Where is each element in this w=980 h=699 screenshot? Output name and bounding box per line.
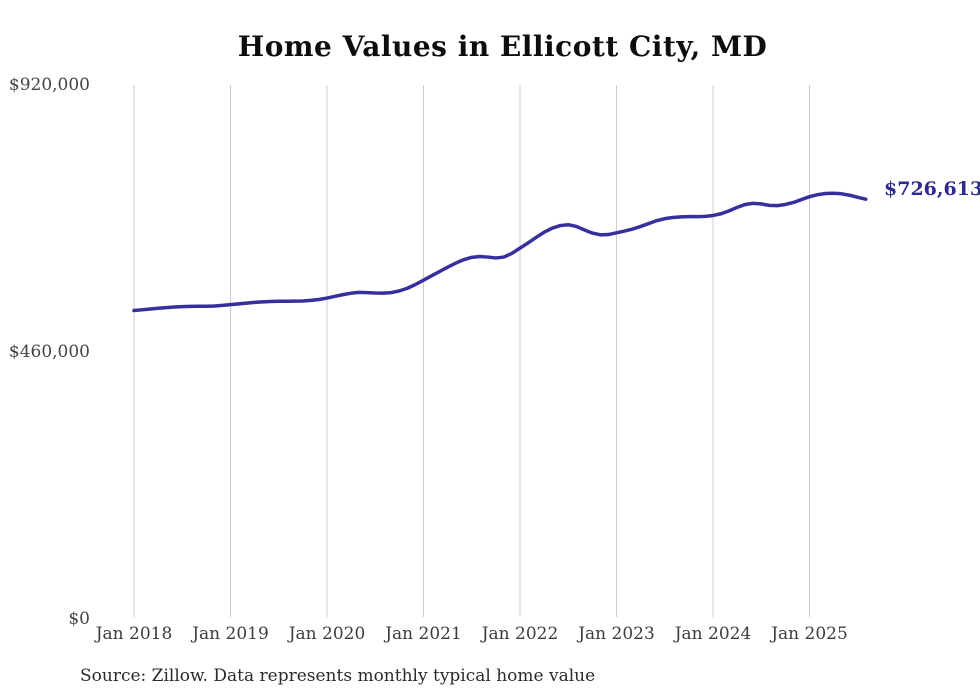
latest-value-label: $726,613: [884, 178, 980, 200]
y-tick-label-920000: $920,000: [8, 75, 90, 95]
y-tick-label-460000: $460,000: [8, 342, 90, 362]
x-tick-label: Jan 2019: [192, 624, 269, 644]
x-tick-label: Jan 2024: [674, 624, 752, 644]
y-tick-label-0: $0: [68, 609, 90, 629]
x-tick-label: Jan 2018: [95, 624, 173, 644]
x-tick-label: Jan 2022: [481, 624, 559, 644]
x-tick-label: Jan 2021: [385, 624, 462, 644]
x-tick-label: Jan 2023: [578, 624, 655, 644]
x-tick-label: Jan 2020: [288, 624, 366, 644]
source-note: Source: Zillow. Data represents monthly …: [80, 666, 596, 686]
chart-title: Home Values in Ellicott City, MD: [237, 30, 768, 63]
home-value-line: [132, 191, 868, 313]
x-tick-label: Jan 2025: [771, 624, 848, 644]
